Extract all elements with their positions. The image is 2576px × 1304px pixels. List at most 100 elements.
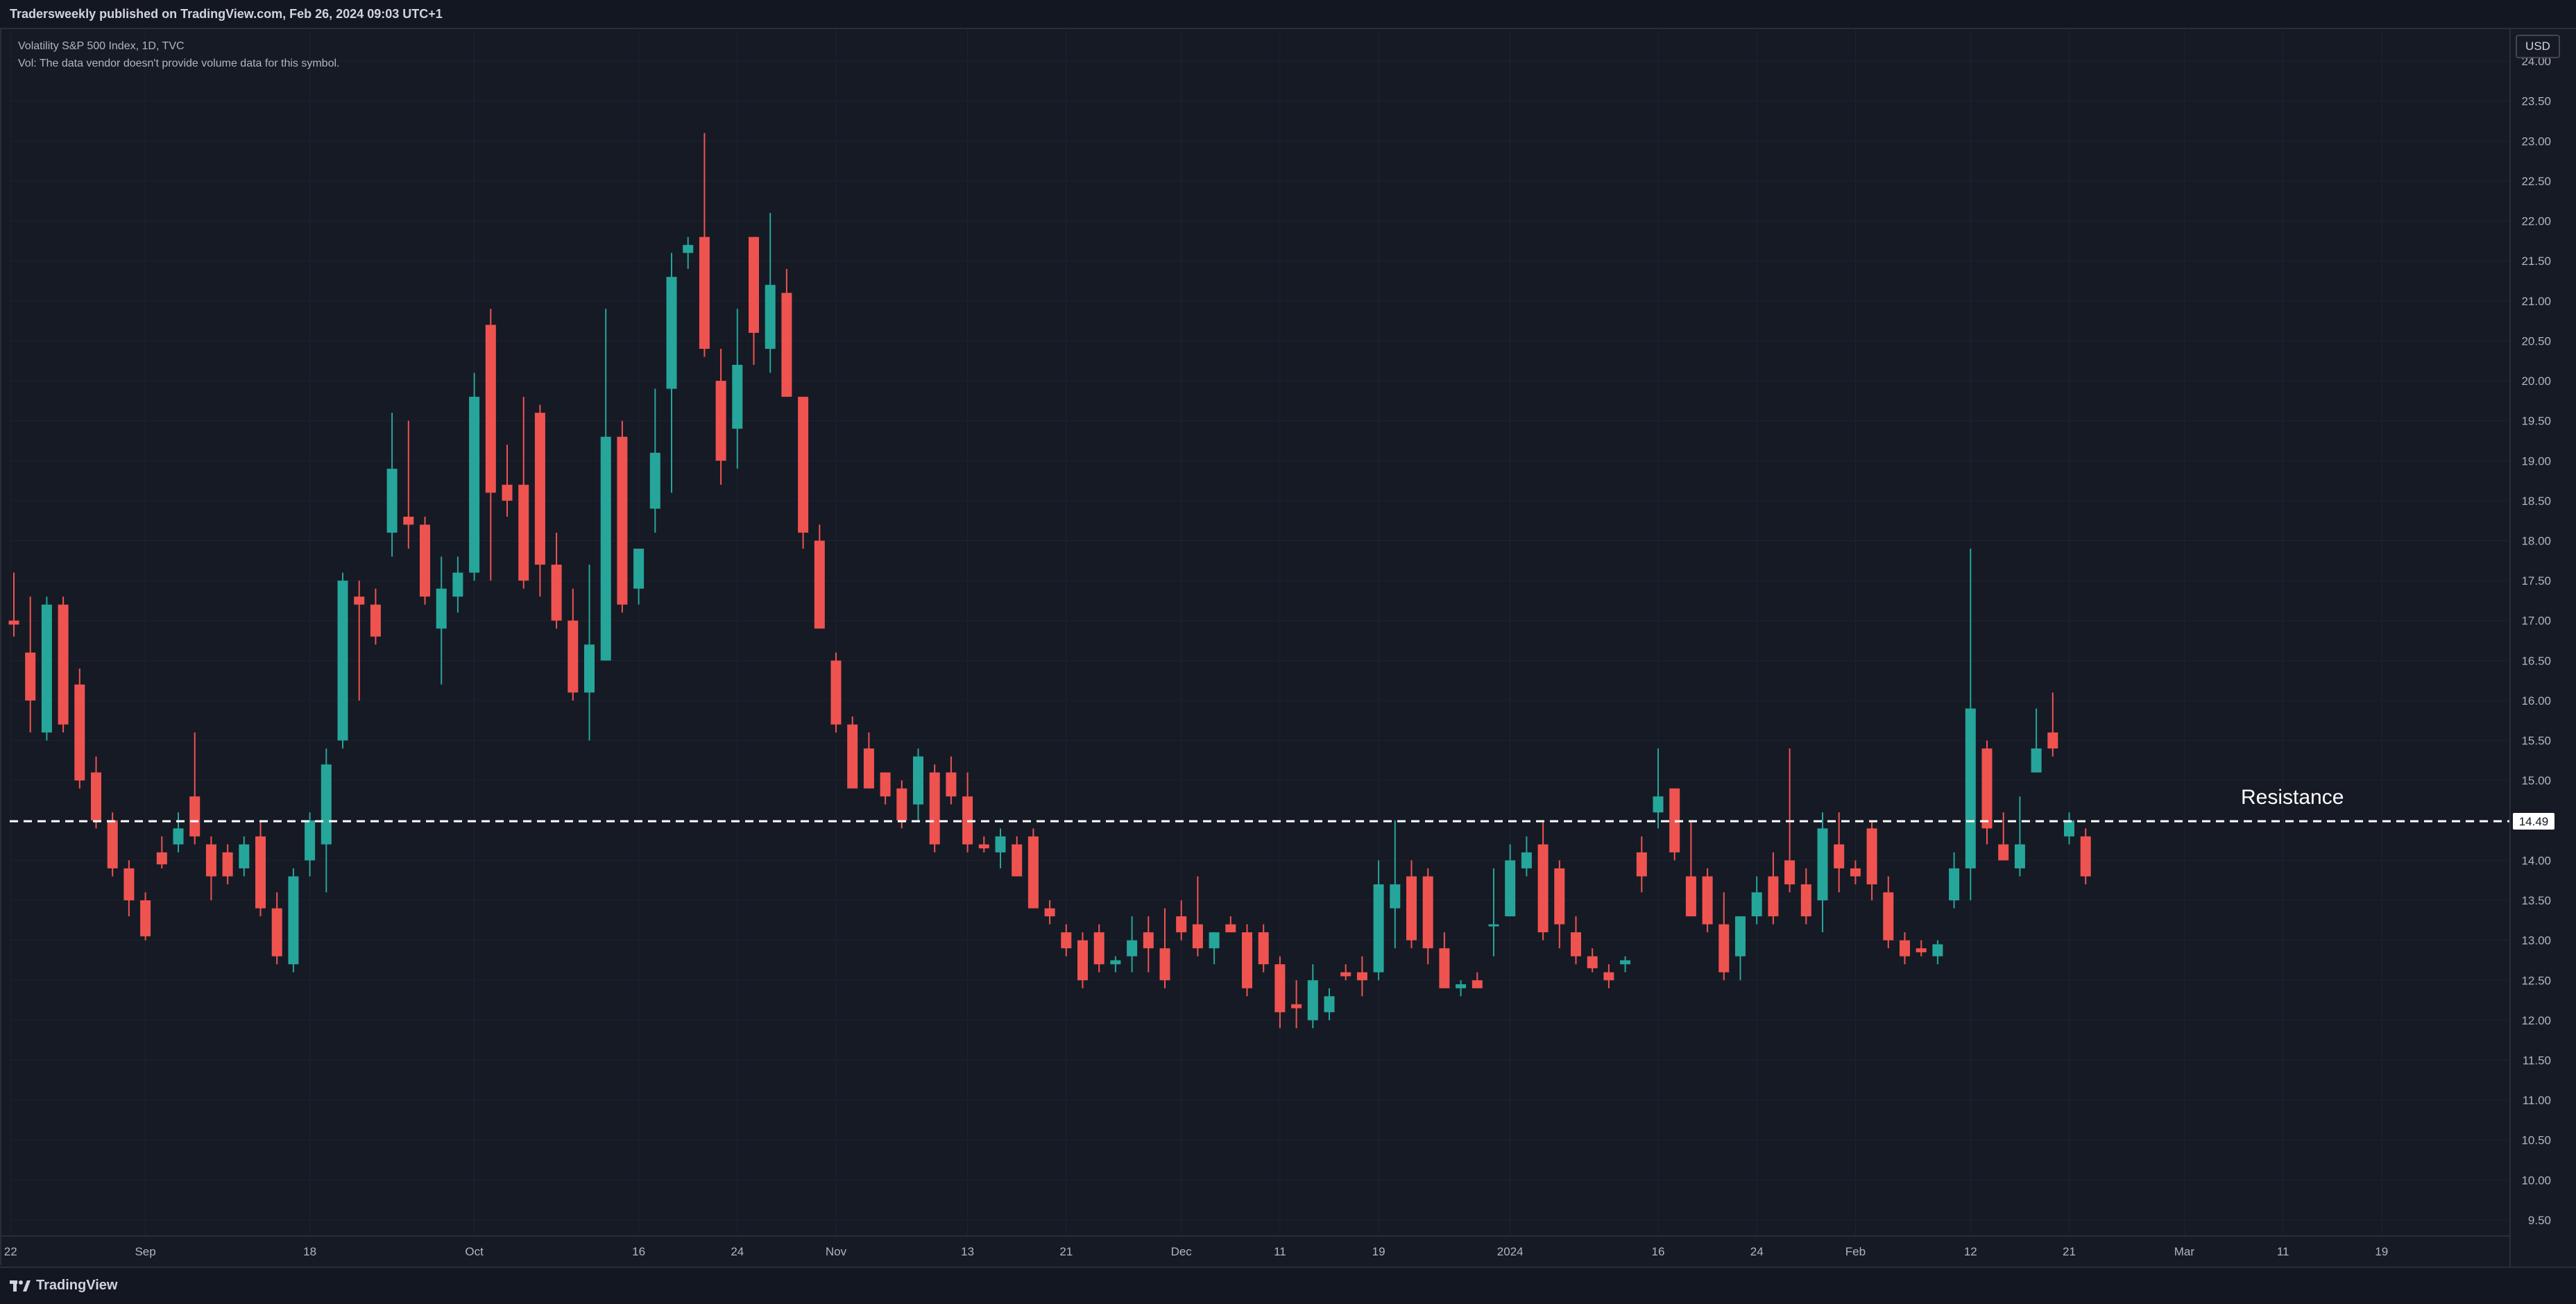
candle-body [1307, 980, 1318, 1020]
legend-volume-note: Vol: The data vendor doesn't provide vol… [18, 58, 340, 69]
candle-body [1356, 972, 1367, 981]
candle-down [1027, 828, 1039, 909]
candle-down [58, 597, 69, 733]
candle-up [649, 388, 660, 533]
candle-down [814, 524, 825, 629]
y-tick-label: 17.50 [2521, 574, 2551, 587]
candle-body [715, 381, 726, 461]
top-bar: Tradersweekly published on TradingView.c… [0, 0, 2576, 29]
tradingview-logo[interactable]: TradingView [10, 1278, 117, 1294]
candle-down [1258, 924, 1269, 972]
candle-down [502, 445, 513, 517]
candle-body [1209, 932, 1220, 949]
y-tick-label: 14.00 [2521, 854, 2551, 867]
candle-body [1817, 828, 1828, 901]
candle-down [863, 732, 874, 789]
candle-body [386, 468, 398, 533]
candle-body [1620, 960, 1631, 965]
candle-up [1488, 868, 1499, 956]
y-tick-label: 9.50 [2528, 1214, 2551, 1227]
candle-body [683, 245, 694, 253]
candle-down [1768, 852, 1779, 925]
currency-button[interactable]: USD [2516, 35, 2560, 58]
candle-down [1159, 908, 1170, 988]
y-tick-label: 11.50 [2523, 1054, 2551, 1067]
x-tick-label: 11 [2277, 1245, 2289, 1258]
candle-down [1571, 916, 1581, 965]
y-tick-label: 10.00 [2521, 1174, 2551, 1187]
candle-body [946, 772, 957, 797]
candle-body [1537, 844, 1549, 933]
candle-body [551, 565, 562, 621]
candle-up [41, 597, 52, 741]
y-tick-label: 13.50 [2521, 894, 2551, 907]
tradingview-logo-icon [10, 1280, 31, 1292]
x-tick-label: 11 [1274, 1245, 1286, 1258]
candle-down [830, 652, 842, 733]
candle-up [1127, 916, 1138, 972]
candle-down [485, 309, 496, 581]
candle-down [1554, 860, 1565, 949]
candle-body [1258, 932, 1269, 965]
candle-body [1718, 924, 1730, 972]
candle-body [600, 436, 611, 661]
candle-body [732, 364, 743, 429]
candle-body [1521, 852, 1532, 868]
candle-body [1653, 796, 1664, 813]
candle-body [2031, 748, 2042, 773]
candle-down [1587, 948, 1598, 972]
candle-down [123, 860, 135, 917]
candle-down [2080, 828, 2091, 884]
candle-up [337, 572, 348, 749]
candle-body [534, 413, 545, 565]
candle-body [978, 844, 989, 849]
candle-body [91, 772, 101, 821]
candle-body [321, 764, 332, 845]
x-tick-label: 21 [1059, 1245, 1073, 1258]
candle-down [929, 764, 940, 852]
candle-down [880, 772, 891, 805]
candle-up [1932, 940, 1943, 965]
candle-down [1406, 860, 1417, 949]
candle-up [1373, 860, 1384, 981]
candle-down [798, 397, 809, 549]
candle-up [1110, 956, 1121, 972]
candle-body [1735, 916, 1746, 956]
candle-up [321, 748, 332, 893]
candle-down [617, 420, 628, 613]
candle-up [995, 828, 1006, 868]
candle-up [633, 549, 645, 605]
candle-body [41, 604, 52, 733]
candle-body [2080, 836, 2091, 877]
candle-body [1669, 788, 1680, 852]
chart-area[interactable] [0, 29, 2576, 1265]
bottom-bar: TradingView [0, 1267, 2576, 1304]
candle-body [239, 844, 250, 868]
candle-body [1340, 972, 1351, 977]
candle-down [1225, 916, 1236, 933]
candle-down [749, 237, 759, 365]
candle-body [1044, 908, 1055, 917]
candle-down [1998, 812, 2009, 861]
candle-down [255, 820, 266, 917]
candle-down [1340, 964, 1351, 981]
candle-body [633, 549, 645, 589]
candle-up [1949, 852, 1960, 909]
candle-up [600, 309, 611, 661]
candle-down [1274, 956, 1286, 1029]
candle-body [502, 484, 513, 501]
candle-body [1587, 956, 1598, 968]
candle-body [140, 900, 151, 936]
candle-body [8, 620, 19, 625]
candle-down [568, 588, 579, 701]
candle-body [568, 620, 579, 693]
candle-up [584, 565, 595, 741]
candle-body [123, 868, 135, 901]
candle-body [1472, 980, 1483, 988]
candle-down [1093, 924, 1104, 972]
x-tick-label: 2024 [1497, 1245, 1524, 1258]
y-tick-label: 11.00 [2523, 1094, 2551, 1107]
x-tick-label: 16 [1652, 1245, 1665, 1258]
current-price-label: 14.49 [2519, 815, 2549, 828]
